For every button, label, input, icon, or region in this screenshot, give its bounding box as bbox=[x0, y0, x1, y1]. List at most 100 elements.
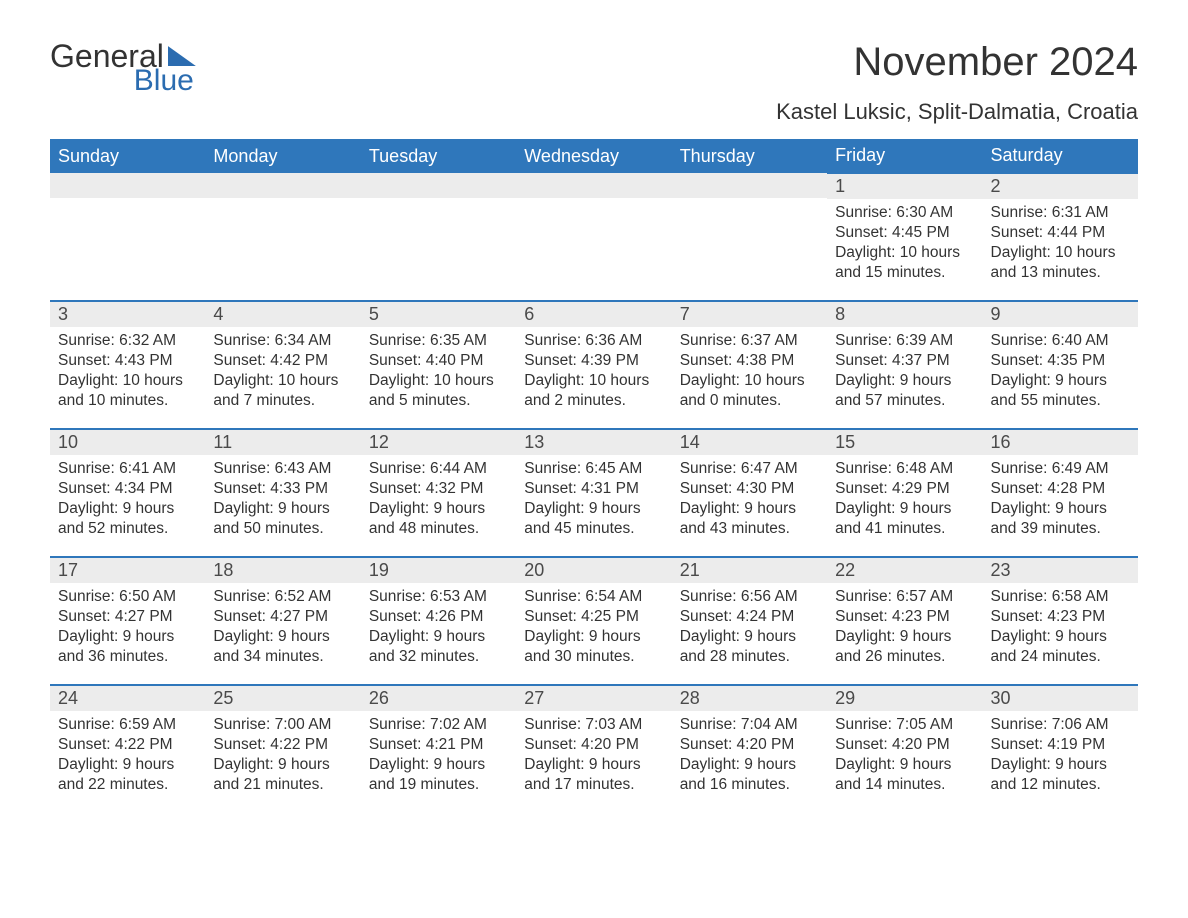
day-number: 29 bbox=[827, 686, 982, 711]
day-number: 28 bbox=[672, 686, 827, 711]
day-number: 4 bbox=[205, 302, 360, 327]
logo-triangle-icon bbox=[168, 46, 196, 66]
day-cell: 12Sunrise: 6:44 AMSunset: 4:32 PMDayligh… bbox=[361, 429, 516, 557]
sunset-line: Sunset: 4:29 PM bbox=[835, 479, 974, 499]
sunrise-line: Sunrise: 6:52 AM bbox=[213, 587, 352, 607]
daylight-line: Daylight: 10 hours and 10 minutes. bbox=[58, 371, 197, 411]
sunset-line: Sunset: 4:34 PM bbox=[58, 479, 197, 499]
sunrise-line: Sunrise: 7:02 AM bbox=[369, 715, 508, 735]
location-subtitle: Kastel Luksic, Split-Dalmatia, Croatia bbox=[776, 99, 1138, 125]
day-data: Sunrise: 6:41 AMSunset: 4:34 PMDaylight:… bbox=[50, 455, 205, 550]
sunrise-line: Sunrise: 7:00 AM bbox=[213, 715, 352, 735]
daylight-line: Daylight: 9 hours and 48 minutes. bbox=[369, 499, 508, 539]
day-number: 17 bbox=[50, 558, 205, 583]
sunrise-line: Sunrise: 6:39 AM bbox=[835, 331, 974, 351]
sunset-line: Sunset: 4:27 PM bbox=[213, 607, 352, 627]
daylight-line: Daylight: 10 hours and 2 minutes. bbox=[524, 371, 663, 411]
sunset-line: Sunset: 4:43 PM bbox=[58, 351, 197, 371]
weekday-header: Wednesday bbox=[516, 139, 671, 173]
sunrise-line: Sunrise: 6:41 AM bbox=[58, 459, 197, 479]
daylight-line: Daylight: 9 hours and 55 minutes. bbox=[991, 371, 1130, 411]
daylight-line: Daylight: 9 hours and 43 minutes. bbox=[680, 499, 819, 539]
day-cell: 6Sunrise: 6:36 AMSunset: 4:39 PMDaylight… bbox=[516, 301, 671, 429]
week-row: 24Sunrise: 6:59 AMSunset: 4:22 PMDayligh… bbox=[50, 685, 1138, 813]
day-cell: 29Sunrise: 7:05 AMSunset: 4:20 PMDayligh… bbox=[827, 685, 982, 813]
day-number: 26 bbox=[361, 686, 516, 711]
day-number: 21 bbox=[672, 558, 827, 583]
day-cell: 30Sunrise: 7:06 AMSunset: 4:19 PMDayligh… bbox=[983, 685, 1138, 813]
daylight-line: Daylight: 9 hours and 50 minutes. bbox=[213, 499, 352, 539]
sunrise-line: Sunrise: 7:06 AM bbox=[991, 715, 1130, 735]
sunset-line: Sunset: 4:22 PM bbox=[213, 735, 352, 755]
logo-text-blue: Blue bbox=[134, 66, 194, 96]
day-data: Sunrise: 6:58 AMSunset: 4:23 PMDaylight:… bbox=[983, 583, 1138, 678]
sunset-line: Sunset: 4:24 PM bbox=[680, 607, 819, 627]
day-data: Sunrise: 7:05 AMSunset: 4:20 PMDaylight:… bbox=[827, 711, 982, 806]
sunset-line: Sunset: 4:31 PM bbox=[524, 479, 663, 499]
daylight-line: Daylight: 9 hours and 52 minutes. bbox=[58, 499, 197, 539]
day-data: Sunrise: 6:57 AMSunset: 4:23 PMDaylight:… bbox=[827, 583, 982, 678]
day-cell: 1Sunrise: 6:30 AMSunset: 4:45 PMDaylight… bbox=[827, 173, 982, 301]
sunrise-line: Sunrise: 6:31 AM bbox=[991, 203, 1130, 223]
month-title: November 2024 bbox=[776, 40, 1138, 85]
daylight-line: Daylight: 9 hours and 39 minutes. bbox=[991, 499, 1130, 539]
logo: General Blue bbox=[50, 40, 196, 96]
day-number: 19 bbox=[361, 558, 516, 583]
day-cell: 25Sunrise: 7:00 AMSunset: 4:22 PMDayligh… bbox=[205, 685, 360, 813]
daylight-line: Daylight: 9 hours and 32 minutes. bbox=[369, 627, 508, 667]
sunset-line: Sunset: 4:28 PM bbox=[991, 479, 1130, 499]
day-data: Sunrise: 7:03 AMSunset: 4:20 PMDaylight:… bbox=[516, 711, 671, 806]
sunset-line: Sunset: 4:38 PM bbox=[680, 351, 819, 371]
day-cell: 10Sunrise: 6:41 AMSunset: 4:34 PMDayligh… bbox=[50, 429, 205, 557]
day-cell: 15Sunrise: 6:48 AMSunset: 4:29 PMDayligh… bbox=[827, 429, 982, 557]
weekday-header: Saturday bbox=[983, 139, 1138, 173]
day-data: Sunrise: 7:06 AMSunset: 4:19 PMDaylight:… bbox=[983, 711, 1138, 806]
day-cell: 4Sunrise: 6:34 AMSunset: 4:42 PMDaylight… bbox=[205, 301, 360, 429]
day-number: 1 bbox=[827, 174, 982, 199]
day-cell: 2Sunrise: 6:31 AMSunset: 4:44 PMDaylight… bbox=[983, 173, 1138, 301]
daylight-line: Daylight: 9 hours and 21 minutes. bbox=[213, 755, 352, 795]
weekday-header: Sunday bbox=[50, 139, 205, 173]
sunset-line: Sunset: 4:27 PM bbox=[58, 607, 197, 627]
sunset-line: Sunset: 4:40 PM bbox=[369, 351, 508, 371]
day-number: 11 bbox=[205, 430, 360, 455]
day-number: 15 bbox=[827, 430, 982, 455]
day-number: 20 bbox=[516, 558, 671, 583]
day-data: Sunrise: 6:49 AMSunset: 4:28 PMDaylight:… bbox=[983, 455, 1138, 550]
day-data: Sunrise: 6:44 AMSunset: 4:32 PMDaylight:… bbox=[361, 455, 516, 550]
day-data: Sunrise: 6:56 AMSunset: 4:24 PMDaylight:… bbox=[672, 583, 827, 678]
day-cell: 16Sunrise: 6:49 AMSunset: 4:28 PMDayligh… bbox=[983, 429, 1138, 557]
day-data: Sunrise: 6:45 AMSunset: 4:31 PMDaylight:… bbox=[516, 455, 671, 550]
daylight-line: Daylight: 9 hours and 36 minutes. bbox=[58, 627, 197, 667]
daylight-line: Daylight: 9 hours and 24 minutes. bbox=[991, 627, 1130, 667]
sunset-line: Sunset: 4:30 PM bbox=[680, 479, 819, 499]
week-row: 3Sunrise: 6:32 AMSunset: 4:43 PMDaylight… bbox=[50, 301, 1138, 429]
sunset-line: Sunset: 4:35 PM bbox=[991, 351, 1130, 371]
day-number: 3 bbox=[50, 302, 205, 327]
week-row: 17Sunrise: 6:50 AMSunset: 4:27 PMDayligh… bbox=[50, 557, 1138, 685]
day-number: 5 bbox=[361, 302, 516, 327]
daylight-line: Daylight: 10 hours and 5 minutes. bbox=[369, 371, 508, 411]
day-data: Sunrise: 6:59 AMSunset: 4:22 PMDaylight:… bbox=[50, 711, 205, 806]
daylight-line: Daylight: 9 hours and 30 minutes. bbox=[524, 627, 663, 667]
day-data: Sunrise: 7:04 AMSunset: 4:20 PMDaylight:… bbox=[672, 711, 827, 806]
sunrise-line: Sunrise: 6:58 AM bbox=[991, 587, 1130, 607]
calendar-body: 1Sunrise: 6:30 AMSunset: 4:45 PMDaylight… bbox=[50, 173, 1138, 813]
day-data: Sunrise: 6:54 AMSunset: 4:25 PMDaylight:… bbox=[516, 583, 671, 678]
day-cell bbox=[672, 173, 827, 301]
day-number: 10 bbox=[50, 430, 205, 455]
day-data: Sunrise: 6:35 AMSunset: 4:40 PMDaylight:… bbox=[361, 327, 516, 422]
day-data: Sunrise: 6:36 AMSunset: 4:39 PMDaylight:… bbox=[516, 327, 671, 422]
sunrise-line: Sunrise: 6:49 AM bbox=[991, 459, 1130, 479]
day-cell: 27Sunrise: 7:03 AMSunset: 4:20 PMDayligh… bbox=[516, 685, 671, 813]
day-cell bbox=[361, 173, 516, 301]
day-data: Sunrise: 6:37 AMSunset: 4:38 PMDaylight:… bbox=[672, 327, 827, 422]
day-cell: 7Sunrise: 6:37 AMSunset: 4:38 PMDaylight… bbox=[672, 301, 827, 429]
day-cell: 24Sunrise: 6:59 AMSunset: 4:22 PMDayligh… bbox=[50, 685, 205, 813]
daylight-line: Daylight: 9 hours and 26 minutes. bbox=[835, 627, 974, 667]
day-data: Sunrise: 6:30 AMSunset: 4:45 PMDaylight:… bbox=[827, 199, 982, 294]
week-row: 10Sunrise: 6:41 AMSunset: 4:34 PMDayligh… bbox=[50, 429, 1138, 557]
daylight-line: Daylight: 10 hours and 13 minutes. bbox=[991, 243, 1130, 283]
day-number: 23 bbox=[983, 558, 1138, 583]
sunrise-line: Sunrise: 7:05 AM bbox=[835, 715, 974, 735]
